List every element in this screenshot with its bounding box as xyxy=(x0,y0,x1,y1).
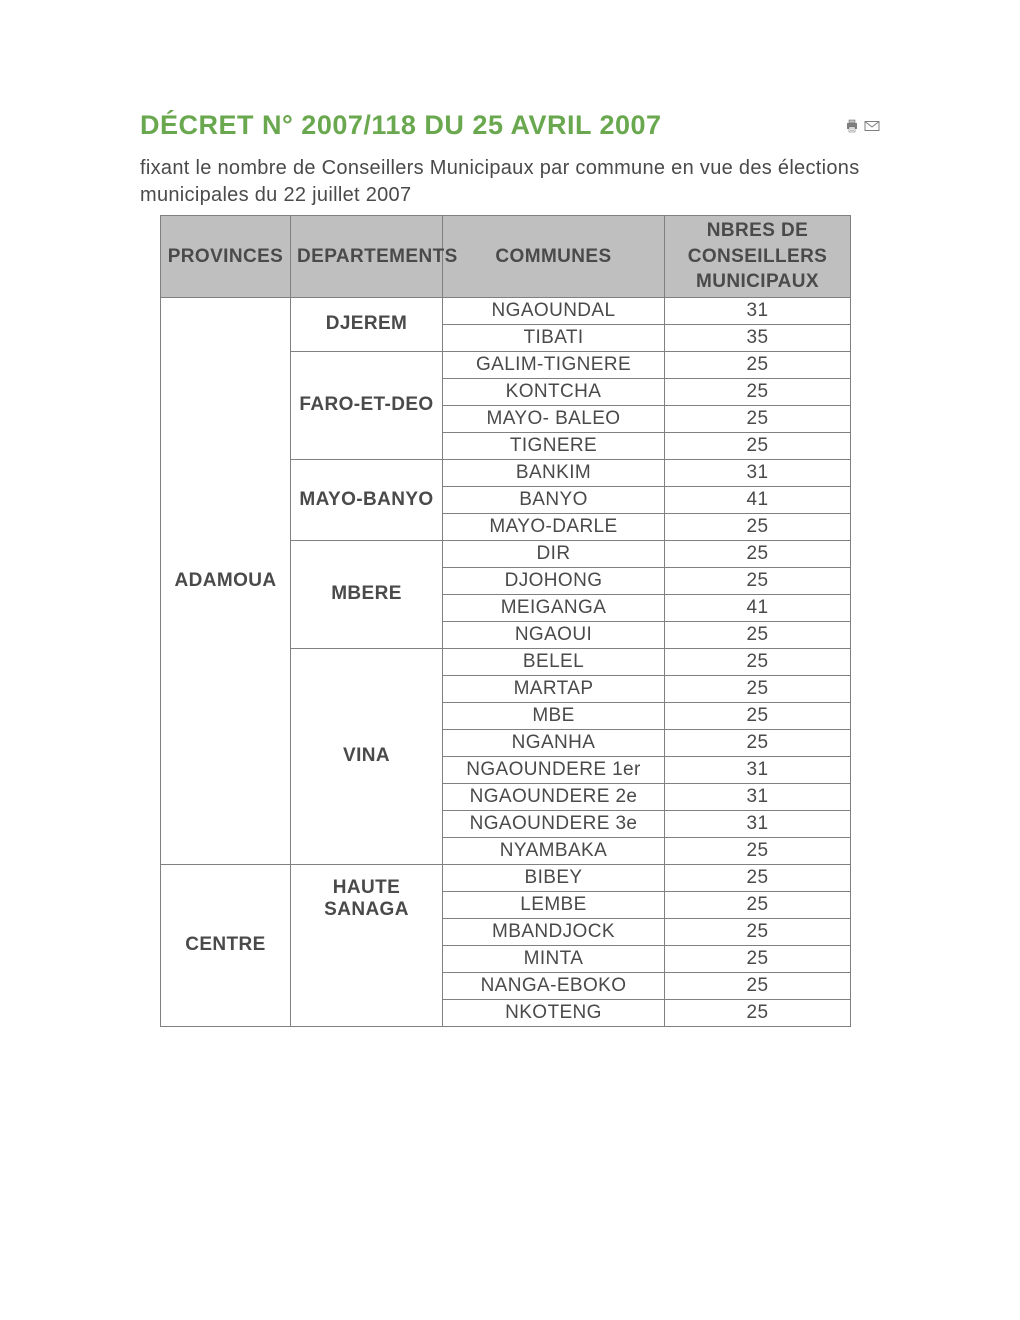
commune-cell: BELEL xyxy=(443,648,665,675)
table-row: ADAMOUADJEREMNGAOUNDAL31 xyxy=(161,297,851,324)
count-cell: 41 xyxy=(665,486,851,513)
count-cell: 25 xyxy=(665,891,851,918)
col-communes: COMMUNES xyxy=(443,216,665,298)
commune-cell: MEIGANGA xyxy=(443,594,665,621)
page-title: DÉCRET N° 2007/118 DU 25 AVRIL 2007 xyxy=(140,110,662,141)
commune-cell: BANYO xyxy=(443,486,665,513)
commune-cell: BIBEY xyxy=(443,864,665,891)
count-cell: 31 xyxy=(665,810,851,837)
commune-cell: NGAOUI xyxy=(443,621,665,648)
count-cell: 25 xyxy=(665,540,851,567)
commune-cell: NKOTENG xyxy=(443,999,665,1026)
commune-cell: TIBATI xyxy=(443,324,665,351)
col-conseillers: NBRES DE CONSEILLERS MUNICIPAUX xyxy=(665,216,851,298)
count-cell: 41 xyxy=(665,594,851,621)
departement-cell: VINA xyxy=(291,648,443,864)
departement-cell: FARO-ET-DEO xyxy=(291,351,443,459)
departement-cell: DJEREM xyxy=(291,297,443,351)
commune-cell: NYAMBAKA xyxy=(443,837,665,864)
commune-cell: NGANHA xyxy=(443,729,665,756)
departement-cell: MBERE xyxy=(291,540,443,648)
count-cell: 25 xyxy=(665,513,851,540)
col-departements: DEPARTEMENTS xyxy=(291,216,443,298)
communes-table: PROVINCES DEPARTEMENTS COMMUNES NBRES DE… xyxy=(160,215,851,1027)
table-row: CENTREHAUTE SANAGABIBEY25 xyxy=(161,864,851,891)
count-cell: 25 xyxy=(665,972,851,999)
commune-cell: MARTAP xyxy=(443,675,665,702)
count-cell: 25 xyxy=(665,729,851,756)
count-cell: 25 xyxy=(665,567,851,594)
departement-cell: HAUTE SANAGA xyxy=(291,864,443,1026)
province-cell: ADAMOUA xyxy=(161,297,291,864)
commune-cell: TIGNERE xyxy=(443,432,665,459)
count-cell: 25 xyxy=(665,918,851,945)
count-cell: 25 xyxy=(665,378,851,405)
action-icons xyxy=(844,118,880,134)
count-cell: 25 xyxy=(665,702,851,729)
count-cell: 25 xyxy=(665,945,851,972)
count-cell: 25 xyxy=(665,837,851,864)
commune-cell: LEMBE xyxy=(443,891,665,918)
col-provinces: PROVINCES xyxy=(161,216,291,298)
count-cell: 25 xyxy=(665,648,851,675)
count-cell: 31 xyxy=(665,297,851,324)
commune-cell: NGAOUNDAL xyxy=(443,297,665,324)
email-icon[interactable] xyxy=(864,119,880,133)
count-cell: 25 xyxy=(665,675,851,702)
commune-cell: MAYO- BALEO xyxy=(443,405,665,432)
count-cell: 31 xyxy=(665,783,851,810)
commune-cell: DIR xyxy=(443,540,665,567)
commune-cell: MBE xyxy=(443,702,665,729)
count-cell: 25 xyxy=(665,621,851,648)
departement-cell: MAYO-BANYO xyxy=(291,459,443,540)
province-cell: CENTRE xyxy=(161,864,291,1026)
commune-cell: NANGA-EBOKO xyxy=(443,972,665,999)
count-cell: 31 xyxy=(665,756,851,783)
commune-cell: KONTCHA xyxy=(443,378,665,405)
table-header-row: PROVINCES DEPARTEMENTS COMMUNES NBRES DE… xyxy=(161,216,851,298)
commune-cell: GALIM-TIGNERE xyxy=(443,351,665,378)
count-cell: 25 xyxy=(665,432,851,459)
count-cell: 25 xyxy=(665,351,851,378)
commune-cell: DJOHONG xyxy=(443,567,665,594)
commune-cell: NGAOUNDERE 3e xyxy=(443,810,665,837)
commune-cell: BANKIM xyxy=(443,459,665,486)
page-subtitle: fixant le nombre de Conseillers Municipa… xyxy=(140,155,880,209)
count-cell: 25 xyxy=(665,864,851,891)
count-cell: 25 xyxy=(665,405,851,432)
count-cell: 31 xyxy=(665,459,851,486)
commune-cell: NGAOUNDERE 1er xyxy=(443,756,665,783)
count-cell: 35 xyxy=(665,324,851,351)
count-cell: 25 xyxy=(665,999,851,1026)
print-icon[interactable] xyxy=(844,118,860,134)
commune-cell: MINTA xyxy=(443,945,665,972)
commune-cell: MBANDJOCK xyxy=(443,918,665,945)
commune-cell: NGAOUNDERE 2e xyxy=(443,783,665,810)
commune-cell: MAYO-DARLE xyxy=(443,513,665,540)
